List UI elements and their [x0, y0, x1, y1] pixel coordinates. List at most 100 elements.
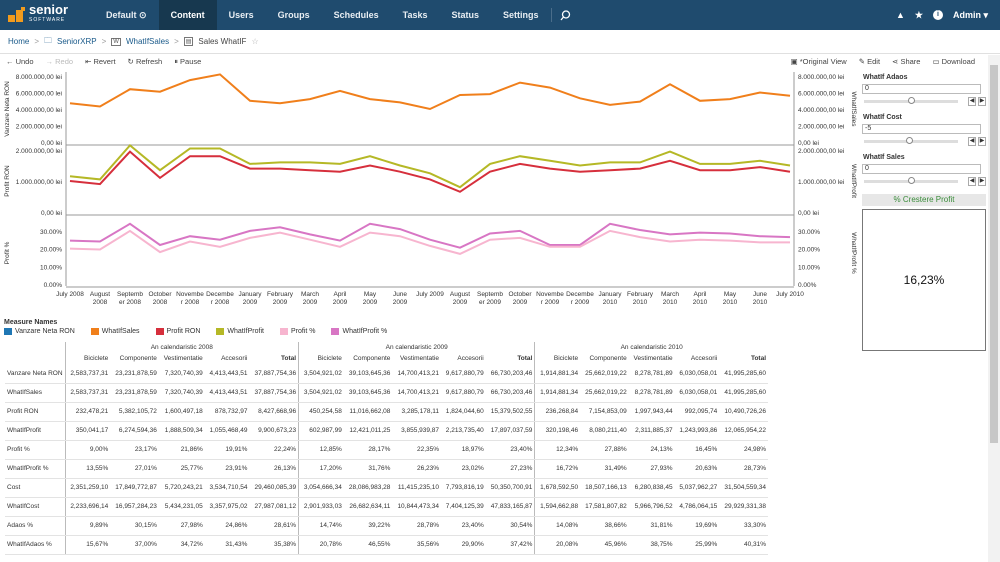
table-row: Profit RON 232,478,21 5,382,105,72 1,600,49… — [5, 402, 768, 422]
row-label: Adaos % — [5, 516, 66, 536]
y-tick-label: 0,00 lei — [41, 210, 62, 217]
row-label: WhatIfProfit — [5, 421, 66, 441]
search-icon[interactable] — [550, 8, 579, 22]
whatif-sales-slider[interactable] — [864, 177, 959, 184]
whatif-adaos-input[interactable]: 0 — [862, 84, 981, 94]
table-cell: 18,507,166,13 — [580, 478, 629, 498]
series-line[interactable] — [69, 144, 791, 189]
senior-logo[interactable]: senior SOFTWARE — [0, 3, 94, 25]
alert-icon[interactable]: ▲ — [895, 10, 905, 20]
table-cell: 26,23% — [392, 459, 442, 479]
table-cell: 2,901,933,03 — [298, 497, 344, 517]
table-cell: 11,016,662,08 — [343, 402, 393, 422]
table-cell: 10,844,473,34 — [392, 497, 442, 517]
y-tick-label: 8.000.000,00 lei — [16, 74, 62, 81]
year-header: An calendaristic 2008 — [64, 342, 299, 353]
series-line[interactable] — [69, 222, 791, 249]
refresh-button[interactable]: ↻ Refresh — [127, 57, 163, 66]
user-menu[interactable]: Admin ▾ — [952, 9, 988, 20]
series-line[interactable] — [69, 150, 791, 193]
whatif-cost-slider[interactable] — [864, 137, 959, 144]
table-cell: 20,78% — [298, 535, 344, 555]
table-cell: 3,534,710,54 — [204, 478, 250, 498]
whatif-cost-input[interactable]: -5 — [862, 124, 981, 134]
table-cell: 13,55% — [64, 459, 111, 479]
table-cell: 5,966,796,52 — [628, 497, 675, 517]
x-tick-label: r 2008 — [211, 299, 230, 306]
undo-icon: ← — [6, 57, 14, 66]
table-cell: 3,285,178,11 — [392, 402, 442, 422]
whatif-sales-increment[interactable]: ▶ — [978, 177, 986, 186]
table-cell: 3,855,939,87 — [392, 421, 442, 441]
original-view-button[interactable]: ▣ *Original View — [790, 57, 847, 66]
table-cell: 12,34% — [534, 440, 581, 460]
table-cell: 9,617,880,79 — [441, 383, 486, 403]
column-header: Total — [750, 355, 766, 362]
table-cell: 31,81% — [628, 516, 675, 536]
row-label: WhatIfCost — [5, 497, 66, 517]
legend-title: Measure Names — [4, 319, 58, 326]
legend-swatch — [331, 328, 340, 335]
download-button[interactable]: ▭ Download — [932, 57, 975, 66]
row-label: WhatIfProfit % — [5, 459, 66, 479]
legend-item[interactable]: WhatIfProfit — [216, 328, 264, 335]
legend-item[interactable]: Profit RON — [155, 328, 201, 335]
table-cell: 22,24% — [249, 440, 299, 460]
whatif-adaos-slider[interactable] — [864, 97, 959, 104]
table-cell: 39,22% — [343, 516, 393, 536]
column-header: Accesorii — [690, 355, 718, 362]
series-line[interactable] — [69, 229, 790, 255]
table-cell: 8,278,781,89 — [628, 364, 675, 384]
nav-settings[interactable]: Settings — [503, 10, 539, 20]
info-icon[interactable]: i — [932, 10, 943, 20]
table-cell: 16,45% — [674, 440, 720, 460]
table-cell: 8,427,668,96 — [249, 402, 299, 422]
table-cell: 1,600,497,18 — [158, 402, 205, 422]
vertical-scrollbar[interactable] — [988, 55, 1000, 562]
breadcrumb-home[interactable]: Home — [8, 37, 30, 46]
whatif-sales-decrement[interactable]: ◀ — [968, 177, 977, 186]
table-cell: 3,357,975,02 — [204, 497, 250, 517]
table-cell: 7,793,816,19 — [441, 478, 486, 498]
whatif-adaos-increment[interactable]: ▶ — [978, 97, 986, 106]
table-row: Adaos % 9,89% 30,15% 27,98% 24,86% 28,61% 14,7… — [5, 516, 768, 536]
legend-item[interactable]: Profit % — [279, 328, 315, 335]
share-button[interactable]: ⋖ Share — [892, 57, 921, 66]
whatif-adaos-decrement[interactable]: ◀ — [968, 97, 977, 106]
legend-item[interactable]: WhatIfSales — [90, 328, 140, 335]
undo-button[interactable]: ← Undo — [6, 57, 34, 66]
whatif-cost-increment[interactable]: ▶ — [978, 137, 986, 146]
nav-default[interactable]: Default ⊙ — [106, 9, 147, 21]
x-tick-label: February — [267, 291, 294, 298]
legend: Measure Names Vanzare Neta RON WhatIfSale… — [4, 319, 504, 335]
row-label: WhatIfAdaos % — [5, 535, 66, 555]
edit-icon: ✎ — [858, 57, 866, 66]
revert-button[interactable]: ⇤ Revert — [85, 57, 116, 66]
star-icon[interactable]: ★ — [914, 9, 923, 20]
whatif-cost-decrement[interactable]: ◀ — [968, 137, 977, 146]
nav-status[interactable]: Status — [451, 10, 480, 20]
legend-item[interactable]: Vanzare Neta RON — [4, 328, 75, 335]
x-tick-label: 2010 — [663, 299, 678, 306]
breadcrumb-seniorxrp[interactable]: SeniorXRP — [57, 37, 97, 46]
line-chart[interactable]: 8.000.000,00 lei 8.000.000,00 lei 6.000.00… — [0, 72, 860, 312]
favorite-star-icon[interactable]: ☆ — [251, 37, 259, 46]
column-header: Componente — [119, 355, 157, 362]
nav-users[interactable]: Users — [228, 10, 254, 20]
nav-content[interactable]: Content — [158, 0, 217, 30]
x-tick-label: August — [450, 291, 470, 298]
pause-button[interactable]: ⏸ Pause — [174, 56, 202, 67]
edit-button[interactable]: ✎ Edit — [858, 57, 881, 66]
redo-button[interactable]: → Redo — [45, 57, 74, 66]
scrollbar-thumb[interactable] — [990, 65, 998, 443]
legend-item[interactable]: WhatIfProfit % — [331, 328, 387, 335]
breadcrumb-whatifsales[interactable]: WhatIfSales — [125, 37, 170, 46]
table-cell: 27,23% — [485, 459, 535, 479]
nav-tasks[interactable]: Tasks — [402, 10, 428, 20]
whatif-sales-input[interactable]: 0 — [862, 164, 981, 174]
corner-cell — [5, 342, 65, 353]
nav-groups[interactable]: Groups — [277, 10, 310, 20]
series-line[interactable] — [69, 73, 791, 111]
legend-label: Profit RON — [166, 328, 201, 335]
nav-schedules[interactable]: Schedules — [333, 10, 379, 20]
